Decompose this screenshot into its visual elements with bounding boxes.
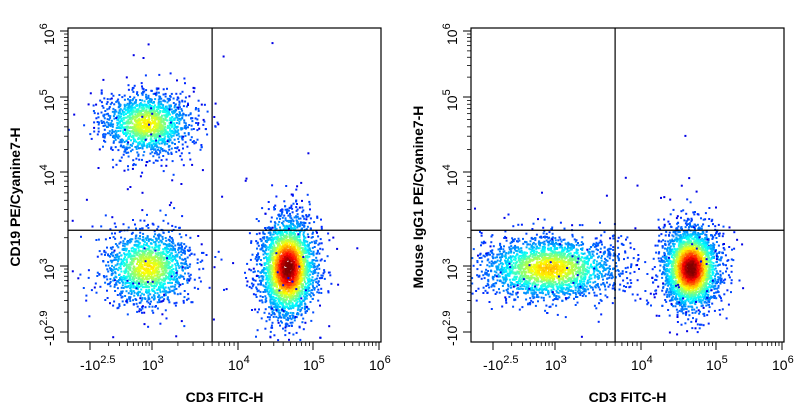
x-tick-label: 103 — [545, 354, 567, 373]
plot-frame — [67, 27, 382, 343]
y-tick-label: 106 — [38, 23, 57, 45]
x-tick-label: 104 — [631, 354, 653, 373]
event-dots — [68, 42, 359, 342]
event-dots — [471, 134, 745, 338]
y-tick-label: -102.9 — [441, 310, 460, 346]
population-cd3-t-cells — [636, 134, 745, 334]
population-double-negative — [71, 135, 257, 339]
y-tick-label: 103 — [38, 258, 57, 280]
y-axis-label: Mouse IgG1 PE/Cyanine7-H — [410, 106, 426, 289]
y-tick-label: 105 — [441, 89, 460, 111]
plot-panel-cd19: -102.5 103 104 105 106 -102.9 103 104 105 106 CD3 … — [7, 23, 391, 405]
y-tick-label: 104 — [441, 164, 460, 186]
population-cd3-t-cells — [232, 152, 359, 342]
y-tick-label: -102.9 — [38, 310, 57, 346]
x-tick-label: 105 — [706, 354, 728, 373]
x-tick-label: 106 — [772, 354, 794, 373]
x-tick-label: 104 — [228, 354, 250, 373]
plot-panel-isotype: -102.5 103 104 105 106 -102.9 103 104 105 106 CD3 … — [410, 23, 794, 405]
x-tick-label: 103 — [142, 354, 164, 373]
plot-frame — [470, 27, 785, 343]
y-axis-label: CD19 PE/Cyanine7-H — [7, 127, 23, 266]
population-cd3-events — [471, 176, 710, 338]
y-tick-label: 103 — [441, 258, 460, 280]
x-axis-label: CD3 FITC-H — [589, 389, 667, 405]
x-tick-label: -102.5 — [483, 354, 519, 373]
population-cd19-b-cells — [68, 42, 274, 207]
x-tick-label: 106 — [369, 354, 391, 373]
y-tick-label: 106 — [441, 23, 460, 45]
x-tick-label: -102.5 — [80, 354, 116, 373]
x-axis-label: CD3 FITC-H — [186, 389, 264, 405]
x-tick-label: 105 — [303, 354, 325, 373]
y-tick-label: 104 — [38, 164, 57, 186]
y-tick-label: 105 — [38, 89, 57, 111]
